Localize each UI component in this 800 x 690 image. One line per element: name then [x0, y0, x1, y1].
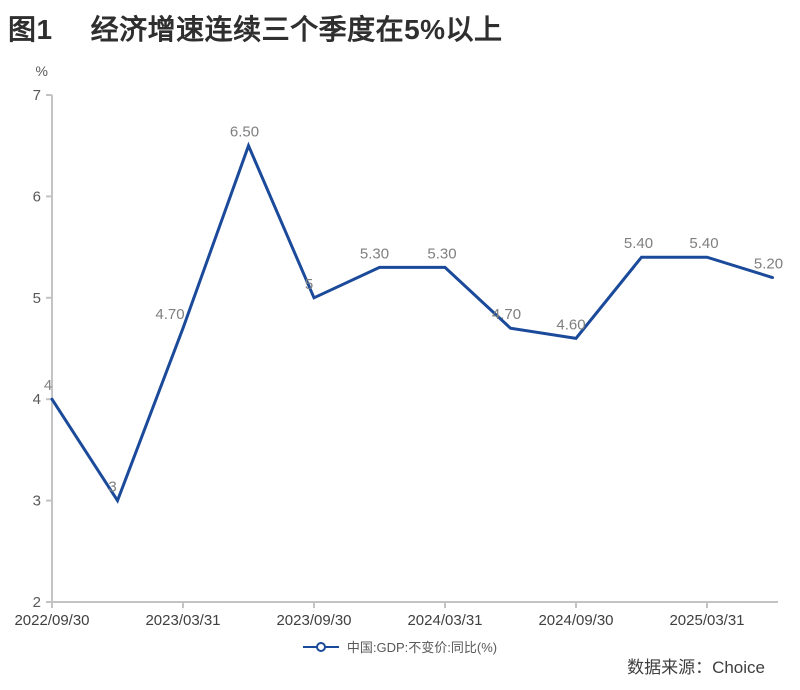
data-point-label: 6.50 [230, 124, 259, 141]
data-point-label: 4.70 [492, 306, 521, 323]
data-point-label: 3 [108, 479, 116, 496]
data-point-label: 4.60 [556, 316, 585, 333]
gdp-yoy-line-series [50, 141, 774, 504]
legend-label: 中国:GDP:不变价:同比(%) [346, 640, 498, 655]
legend: 中国:GDP:不变价:同比(%) [0, 637, 800, 656]
y-tick-label: 6 [33, 188, 41, 205]
x-tick-label: 2024/03/31 [407, 612, 482, 629]
data-point-label: 5.40 [624, 235, 653, 252]
figure-number: 图1 [8, 14, 53, 45]
y-tick-label: 5 [33, 290, 41, 307]
y-tick-label: 2 [33, 594, 41, 611]
figure-title-text: 经济增速连续三个季度在5%以上 [90, 14, 503, 45]
data-source-note: 数据来源：Choice [627, 658, 765, 677]
y-tick-label: 7 [33, 87, 41, 104]
data-point-label: 4 [44, 377, 52, 394]
data-point-label: 5.20 [754, 256, 783, 273]
data-point-label: 5.30 [360, 245, 389, 262]
data-point-label: 5.30 [427, 245, 456, 262]
legend-line-marker-icon [302, 641, 339, 653]
x-tick-label: 2022/09/30 [14, 612, 89, 629]
legend-marker-circle [315, 641, 326, 652]
data-point-label: 5.40 [689, 235, 718, 252]
data-point-label: 4.70 [155, 306, 184, 323]
x-tick-label: 2023/09/30 [276, 612, 351, 629]
figure-title: 图1 经济增速连续三个季度在5%以上 [8, 8, 503, 48]
x-tick-label: 2024/09/30 [538, 612, 613, 629]
x-tick-label: 2023/03/31 [145, 612, 220, 629]
data-point-label: 5 [305, 276, 313, 293]
x-tick-label: 2025/03/31 [669, 612, 744, 629]
y-axis-unit-label: % [36, 63, 48, 79]
y-tick-label: 3 [33, 493, 41, 510]
y-tick-label: 4 [33, 391, 41, 408]
